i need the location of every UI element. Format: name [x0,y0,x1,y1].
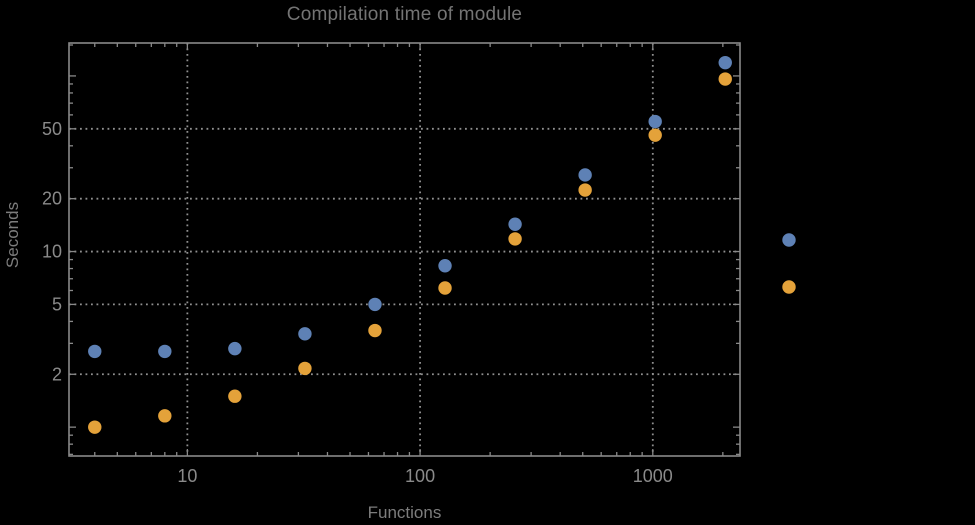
legend-marker-series-1-blue [782,233,796,247]
data-point-series-1-blue [158,344,172,359]
y-tick-label: 5 [52,294,62,314]
data-point-series-2-orange [718,72,732,86]
data-point-series-1-blue [228,341,242,356]
x-tick-label: 10 [177,466,197,486]
y-tick-label: 10 [42,242,62,262]
data-point-series-1-blue [508,217,522,231]
data-point-series-2-orange [508,232,522,246]
data-point-series-2-orange [368,323,382,338]
x-tick-label: 1000 [633,466,673,486]
data-point-series-1-blue [368,297,382,312]
data-point-series-1-blue [578,168,592,182]
x-tick-label: 100 [405,466,435,486]
legend-marker-series-2-orange [782,280,796,294]
data-point-series-1-blue [298,327,312,341]
data-point-series-1-blue [648,114,662,129]
chart-title: Compilation time of module [286,4,523,25]
y-axis-label: Seconds [3,201,22,269]
plot-frame [68,42,741,457]
data-point-series-2-orange [298,361,312,376]
y-tick-label: 2 [52,364,62,384]
data-point-series-1-blue [88,344,102,359]
data-point-series-1-blue [438,259,452,273]
data-point-series-2-orange [438,281,452,295]
y-tick-label: 20 [42,189,62,209]
data-point-series-1-blue [718,55,732,70]
data-point-series-2-orange [578,183,592,197]
x-axis-label: Functions [367,503,442,522]
data-point-series-2-orange [158,409,172,423]
y-tick-label: 50 [42,119,62,139]
data-point-series-2-orange [228,389,242,403]
data-point-series-2-orange [648,128,662,142]
data-point-series-2-orange [88,420,102,434]
